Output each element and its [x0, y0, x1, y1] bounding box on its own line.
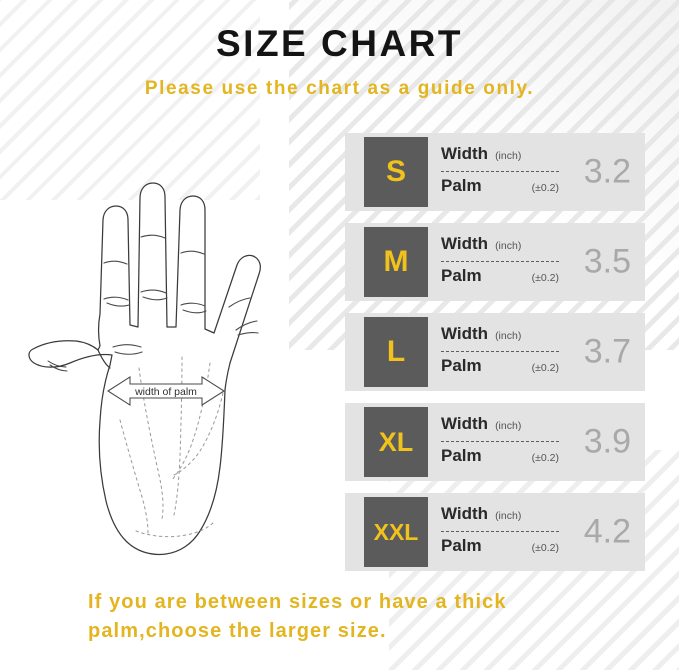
measure-unit-label: (inch)	[495, 150, 522, 162]
measure-block: Width (inch) Palm (±0.2)	[441, 504, 559, 560]
measure-tolerance-label: (±0.2)	[531, 272, 559, 284]
measure-tolerance-label: (±0.2)	[531, 542, 559, 554]
measure-secondary-label: Palm	[441, 176, 482, 195]
table-row[interactable]: XXL Width (inch) Palm (±0.2) 4.2	[345, 493, 645, 571]
measure-block: Width (inch) Palm (±0.2)	[441, 414, 559, 470]
size-label: XL	[378, 426, 414, 457]
measure-block: Width (inch) Palm (±0.2)	[441, 324, 559, 380]
footer-note: If you are between sizes or have a thick…	[88, 588, 608, 646]
size-badge-l: L	[364, 317, 428, 387]
table-row[interactable]: L Width (inch) Palm (±0.2) 3.7	[345, 313, 645, 391]
hand-illustration: width of palm	[24, 175, 354, 575]
size-value: 3.2	[583, 152, 631, 191]
size-badge-m: M	[364, 227, 428, 297]
footer-line-1: If you are between sizes or have a thick	[88, 591, 507, 613]
size-value: 4.2	[583, 512, 631, 551]
measure-primary-label: Width	[441, 324, 489, 343]
measure-primary-label: Width	[441, 144, 489, 163]
width-of-palm-arrow	[107, 376, 225, 406]
size-badge-s: S	[364, 137, 428, 207]
size-value: 3.5	[583, 242, 631, 281]
measure-primary-label: Width	[441, 504, 489, 523]
measure-primary-label: Width	[441, 234, 489, 253]
table-row[interactable]: S Width (inch) Palm (±0.2) 3.2	[345, 133, 645, 211]
measure-secondary-label: Palm	[441, 266, 482, 285]
hand-diagram-svg: width of palm	[28, 182, 261, 556]
measure-secondary-label: Palm	[441, 356, 482, 375]
width-of-palm-label: width of palm	[134, 386, 197, 398]
size-value: 3.7	[583, 332, 631, 371]
page-subtitle: Please use the chart as a guide only.	[144, 78, 535, 99]
measure-divider	[441, 351, 559, 352]
measure-tolerance-label: (±0.2)	[531, 362, 559, 374]
table-row[interactable]: XL Width (inch) Palm (±0.2) 3.9	[345, 403, 645, 481]
size-badge-xxl: XXL	[364, 497, 428, 567]
size-badge-xl: XL	[364, 407, 428, 477]
size-label: S	[385, 155, 406, 188]
measure-tolerance-label: (±0.2)	[531, 452, 559, 464]
measure-divider	[441, 441, 559, 442]
measure-secondary-label: Palm	[441, 446, 482, 465]
measure-tolerance-label: (±0.2)	[531, 182, 559, 194]
size-label: M	[383, 245, 409, 278]
measure-block: Width (inch) Palm (±0.2)	[441, 234, 559, 290]
measure-unit-label: (inch)	[495, 330, 522, 342]
measure-primary-label: Width	[441, 414, 489, 433]
measure-divider	[441, 261, 559, 262]
measure-unit-label: (inch)	[495, 420, 522, 432]
size-table: S Width (inch) Palm (±0.2) 3.2 M	[345, 133, 645, 571]
measure-block: Width (inch) Palm (±0.2)	[441, 144, 559, 200]
measure-divider	[441, 171, 559, 172]
size-label: XXL	[373, 518, 419, 545]
size-value: 3.9	[583, 422, 631, 461]
measure-secondary-label: Palm	[441, 536, 482, 555]
measure-unit-label: (inch)	[495, 240, 522, 252]
page-title: SIZE CHART	[216, 23, 463, 64]
measure-unit-label: (inch)	[495, 510, 522, 522]
footer-line-2: palm,choose the larger size.	[88, 620, 387, 642]
measure-divider	[441, 531, 559, 532]
size-label: L	[386, 335, 406, 368]
table-row[interactable]: M Width (inch) Palm (±0.2) 3.5	[345, 223, 645, 301]
